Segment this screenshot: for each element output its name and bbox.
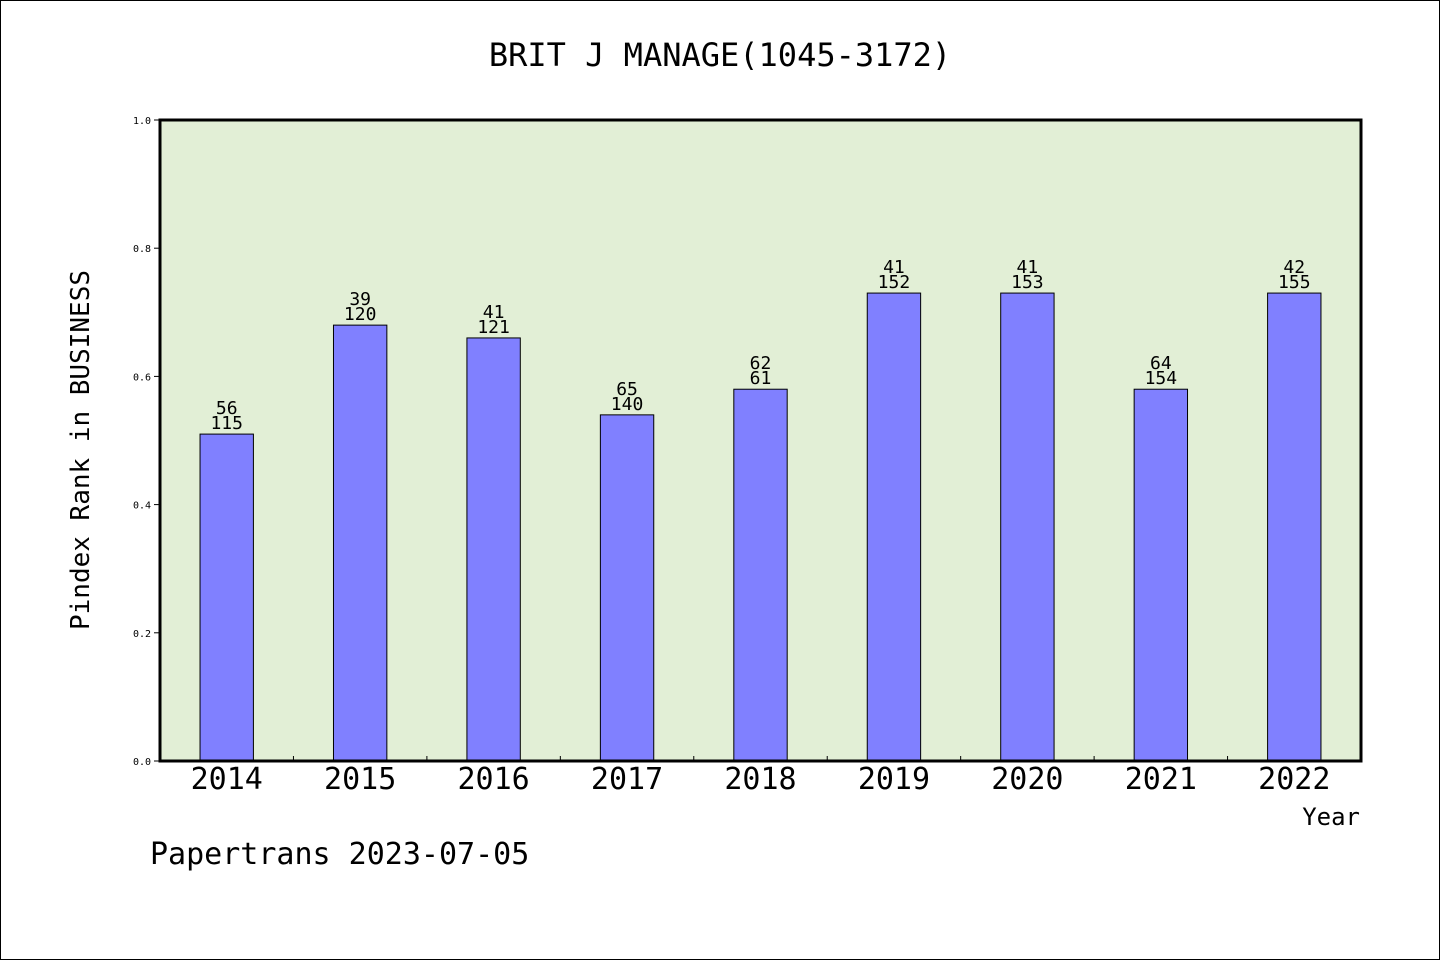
bar-2016 [466,337,521,762]
bar-2014 [199,433,254,762]
bar-label-bottom: 155 [1278,272,1311,293]
y-tick-label: 1.0 [133,116,151,127]
bar-label-top: 41 [1017,257,1039,278]
x-tick-label: 2019 [858,762,930,797]
x-axis-label: Year [1302,803,1360,831]
bar-2019 [866,292,922,762]
chart-title: BRIT J MANAGE(1045-3172) [489,36,951,74]
plot-border [158,118,1363,763]
bar-label-top: 65 [616,379,638,400]
bar-label-bottom: 115 [210,413,243,434]
y-tick-label: 0.8 [133,244,151,255]
y-axis-label: Pindex Rank in BUSINESS [66,270,96,630]
y-tick-label: 0.6 [133,372,151,383]
bar-2021 [1133,388,1189,762]
bar-label-top: 41 [483,302,505,323]
x-tick-label: 2022 [1258,762,1330,797]
bar-label-bottom: 120 [344,304,377,325]
x-tick-label: 2017 [591,762,663,797]
x-tick-label: 2018 [724,762,796,797]
y-tick-label: 0.0 [133,757,151,768]
bar-2020 [1000,292,1055,762]
bar-label-top: 41 [883,257,905,278]
bar-label-bottom: 152 [878,272,911,293]
bar-label-bottom: 154 [1145,368,1178,389]
bar-2022 [1267,292,1322,762]
x-tick-label: 2020 [991,762,1063,797]
bars-layer [199,292,1322,762]
x-tick-label: 2015 [324,762,396,797]
x-tick-label: 2021 [1125,762,1197,797]
bar-label-bottom: 153 [1011,272,1044,293]
x-axis: 2014 2015 2016 2017 2018 2019 2020 2021 2022 [191,756,1330,797]
watermark: Papertrans 2023-07-05 [150,837,529,872]
y-tick-label: 0.4 [133,501,151,512]
bar-label-top: 62 [750,353,772,374]
bar-2018 [733,388,788,762]
bar-label-bottom: 121 [477,317,510,338]
bar-label-bottom: 61 [750,368,772,389]
y-axis: 0.0 0.2 0.4 0.6 0.8 1.0 [133,116,160,768]
bar-label-bottom: 140 [611,394,644,415]
bar-label-top: 64 [1150,353,1172,374]
bar-2017 [599,414,655,762]
bar-2015 [332,324,388,762]
y-tick-label: 0.2 [133,629,151,640]
x-tick-label: 2016 [457,762,529,797]
bar-label-top: 39 [349,289,371,310]
bar-label-top: 42 [1283,257,1305,278]
x-tick-label: 2014 [191,762,263,797]
bar-label-top: 56 [216,398,238,419]
